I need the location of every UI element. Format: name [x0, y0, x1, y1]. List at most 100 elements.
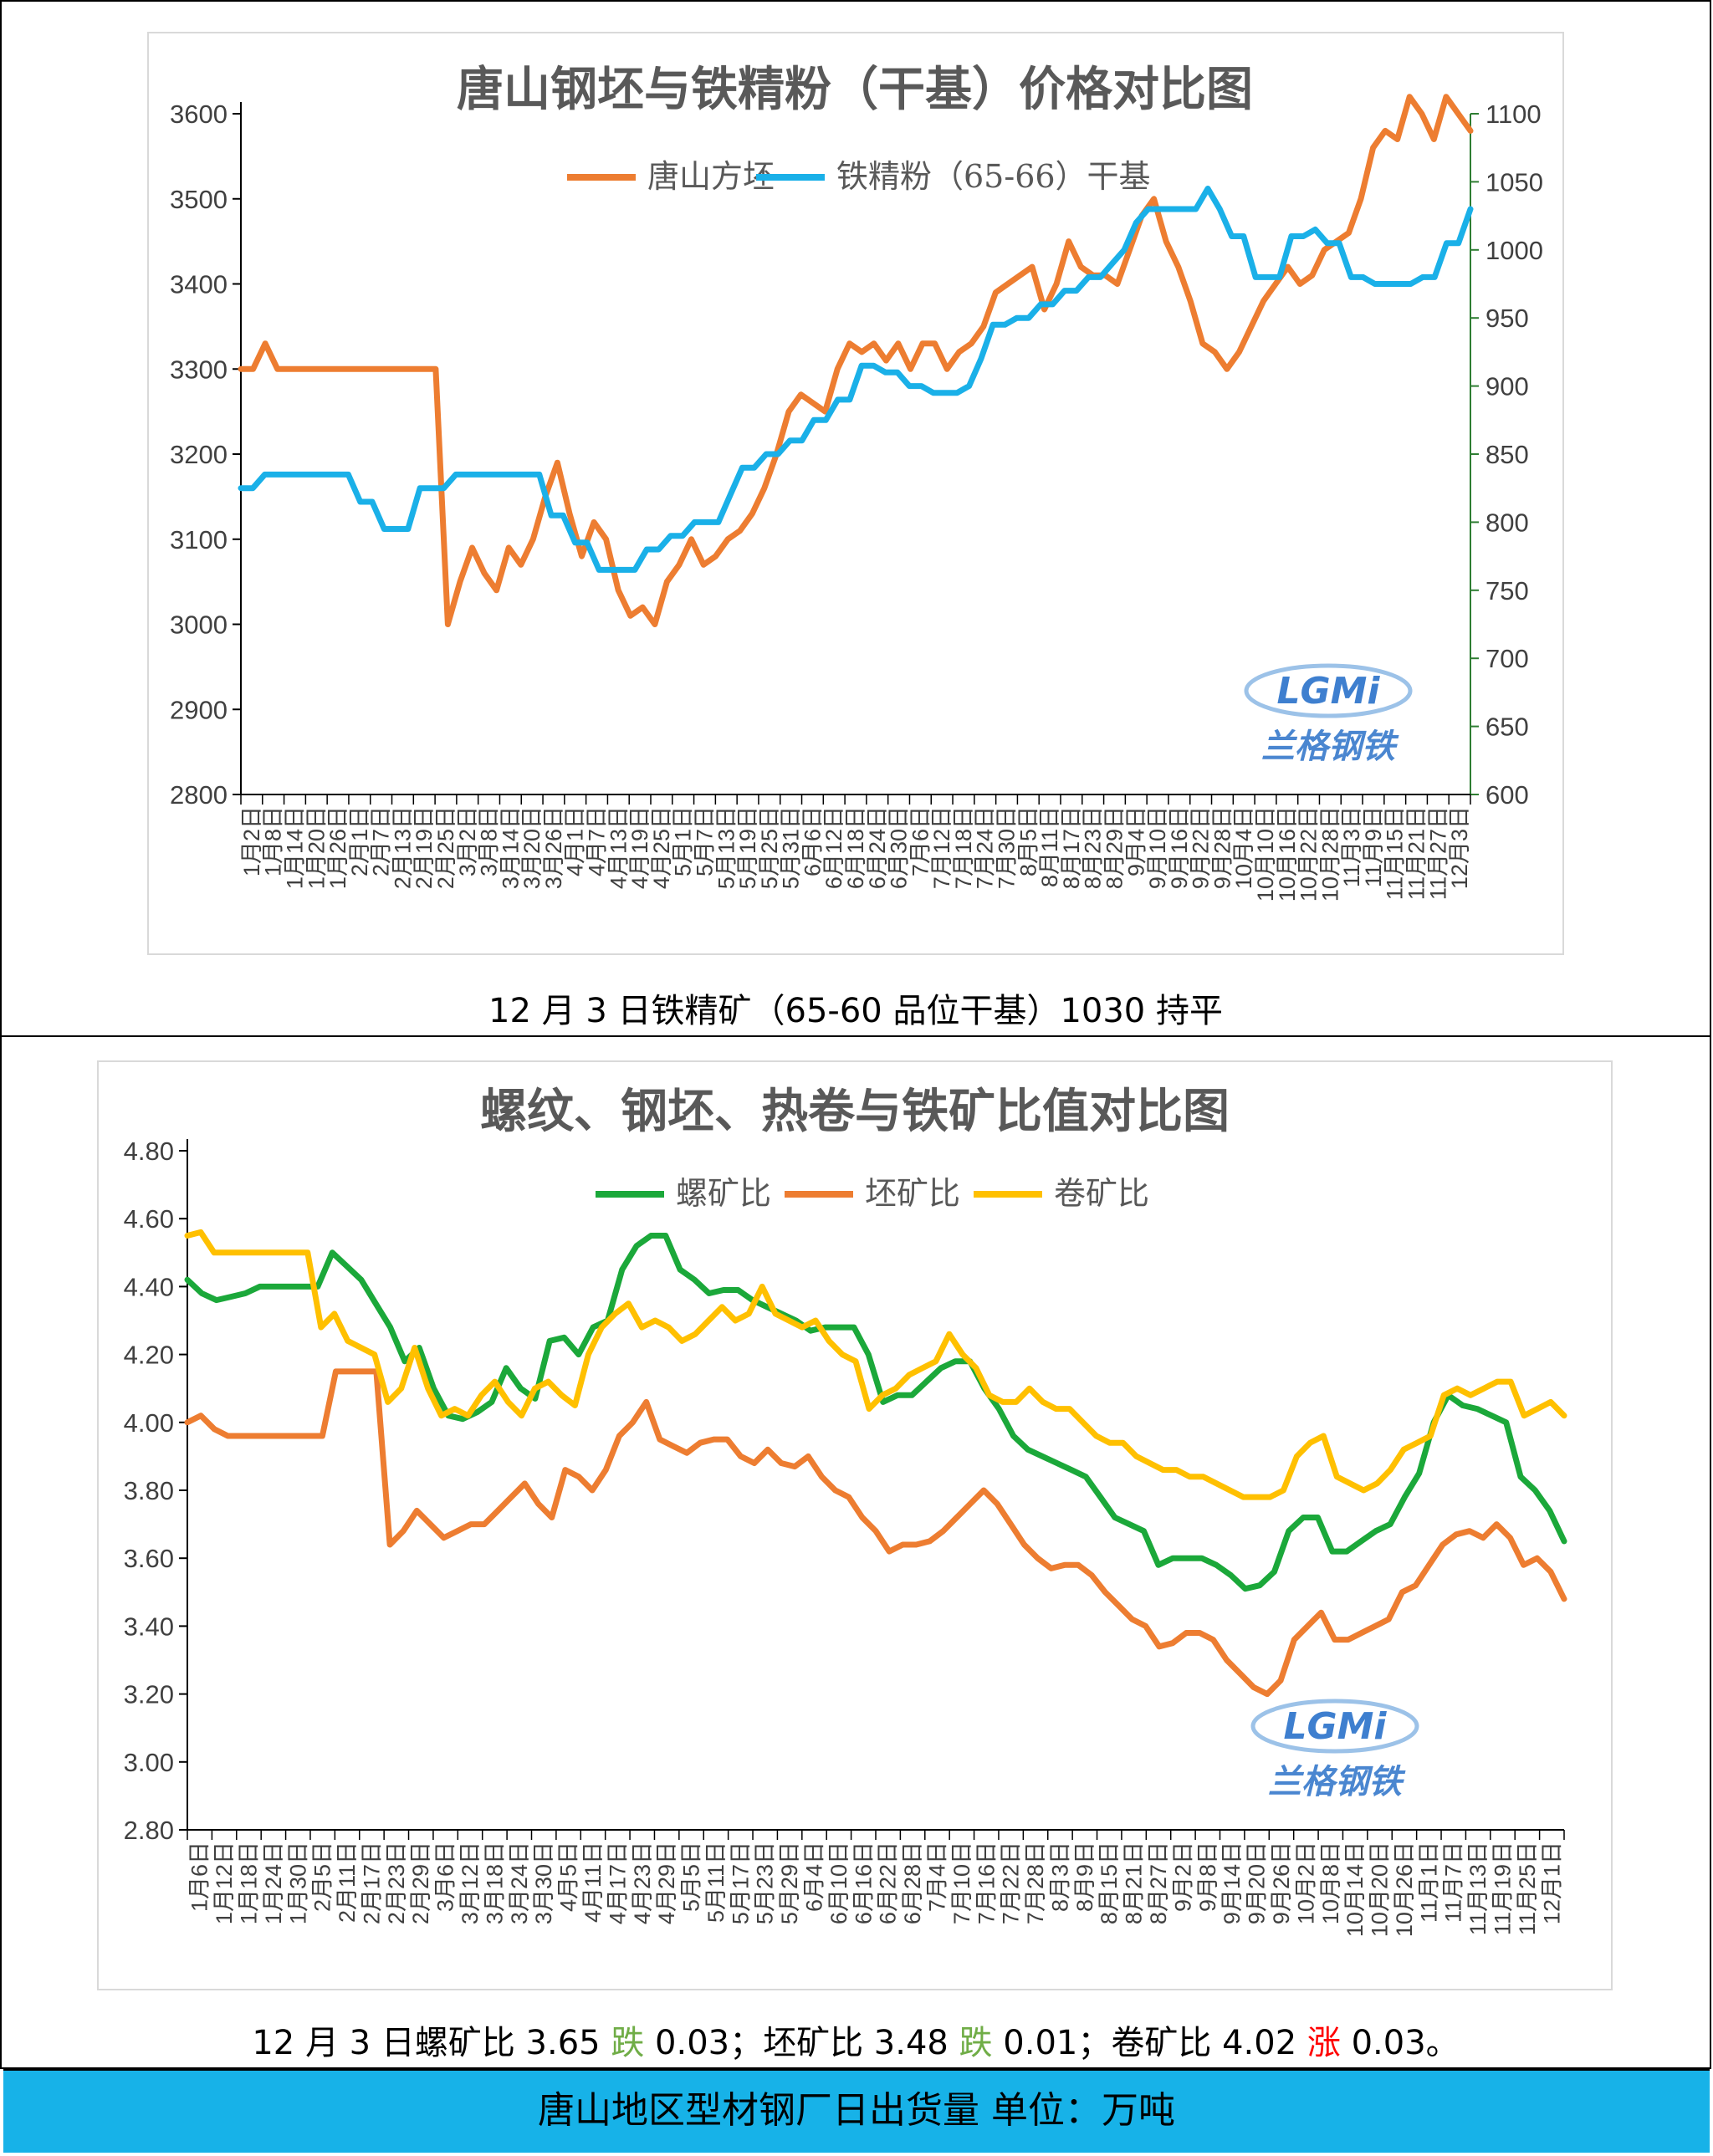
legend-label-1: 螺矿比 — [676, 1175, 771, 1212]
x-axis-tick-label: 3月8日 — [477, 806, 502, 876]
x-axis-tick-label: 1月18日 — [236, 1842, 261, 1924]
ratio-caption-part2: 0.03；坯矿比 3.48 — [644, 2024, 959, 2062]
x-axis-tick-label: 10月14日 — [1342, 1842, 1368, 1937]
x-axis-tick-label: 10月8日 — [1318, 1842, 1343, 1924]
x-axis-tick-label: 10月4日 — [1231, 806, 1256, 889]
x-axis-tick-label: 9月26日 — [1269, 1842, 1294, 1924]
x-axis-tick-label: 9月16日 — [1167, 806, 1192, 889]
footer-banner: 唐山地区型材钢厂日出货量 单位：万吨 — [3, 2069, 1710, 2153]
x-axis-tick-label: 6月16日 — [851, 1842, 876, 1924]
x-axis-tick-label: 11月19日 — [1491, 1842, 1516, 1935]
x-axis-tick-label: 8月17日 — [1059, 806, 1084, 889]
x-axis-tick-label: 5月19日 — [735, 806, 760, 889]
x-axis-tick-label: 2月5日 — [310, 1842, 335, 1912]
x-axis-tick-label: 6月4日 — [802, 1842, 827, 1912]
x-axis-tick-label: 4月5日 — [556, 1842, 581, 1912]
x-axis-tick-label: 5月5日 — [679, 1842, 704, 1912]
x-axis-tick-label: 4月17日 — [605, 1842, 630, 1924]
x-axis-tick-label: 5月1日 — [671, 806, 696, 876]
x-axis-tick-label: 7月16日 — [974, 1842, 999, 1924]
y2-axis-tick-label: 750 — [1485, 576, 1529, 605]
bottom-section-frame — [0, 1035, 1711, 2069]
x-axis-tick-label: 2月25日 — [433, 806, 458, 889]
y-axis-tick-label: 3100 — [170, 525, 228, 554]
x-axis-tick-label: 3月24日 — [507, 1842, 532, 1924]
legend-label-1: 唐山方坯 — [647, 158, 775, 195]
x-axis-tick-label: 8月27日 — [1146, 1842, 1171, 1924]
legend-label-2: 坯矿比 — [865, 1175, 960, 1212]
y2-axis-tick-label: 1050 — [1485, 167, 1543, 197]
x-axis-tick-label: 12月3日 — [1447, 806, 1472, 889]
y-axis-tick-label: 3.20 — [124, 1680, 174, 1709]
y-axis-tick-label: 3600 — [170, 100, 228, 129]
x-axis-tick-label: 3月20日 — [519, 806, 545, 889]
y2-axis-tick-label: 900 — [1485, 372, 1529, 401]
x-axis-tick-label: 11月13日 — [1465, 1842, 1491, 1935]
ratio-comparison-chart: 螺纹、钢坯、热卷与铁矿比值对比图 4.80 4.60 4.40 4.20 4.00 3.80… — [124, 1084, 1567, 1937]
logo-ring — [1244, 663, 1413, 718]
x-axis-tick-label: 11月15日 — [1383, 806, 1408, 900]
x-axis-tick-label: 3月6日 — [433, 1842, 458, 1912]
y2-axis-tick-label: 950 — [1485, 304, 1529, 333]
legend-label-3: 卷矿比 — [1054, 1175, 1149, 1212]
x-axis-tick-label: 4月7日 — [585, 806, 610, 876]
x-axis-tick-label: 9月10日 — [1145, 806, 1170, 889]
logo-name: 兰格钢铁 — [1268, 1763, 1406, 1801]
y-axis-tick-label: 3.40 — [124, 1612, 174, 1641]
y-axis-tick-label: 2.80 — [124, 1816, 174, 1845]
x-axis-tick-label: 11月27日 — [1425, 806, 1450, 900]
x-axis-tick-label: 6月18日 — [843, 806, 868, 889]
x-axis-tick-label: 7月22日 — [999, 1842, 1024, 1924]
x-axis-tick-label: 8月9日 — [1072, 1842, 1097, 1912]
x-axis-tick-label: 9月8日 — [1195, 1842, 1220, 1912]
x-axis-tick-label: 6月28日 — [900, 1842, 925, 1924]
x-axis-tick-label: 6月6日 — [800, 806, 825, 876]
x-axis-tick-label: 5月29日 — [777, 1842, 802, 1924]
x-axis-tick-label: 11月25日 — [1515, 1842, 1540, 1935]
x-axis-tick-label: 7月24日 — [973, 806, 998, 889]
price-comparison-chart: 唐山钢坯与铁精粉（干基）价格对比图 3600 3500 3400 3300 3200 310… — [170, 62, 1543, 902]
y-axis-tick-label: 3.00 — [124, 1748, 174, 1777]
x-axis-tick-label: 1月26日 — [325, 806, 350, 889]
legend-label-2: 铁精粉（65-66）干基 — [836, 158, 1151, 195]
series-line-1 — [238, 94, 1474, 627]
y2-axis-tick-label: 800 — [1485, 508, 1529, 537]
series-line-2 — [238, 186, 1474, 573]
y-axis-tick-label: 2800 — [170, 780, 228, 810]
x-axis-tick-label: 1月30日 — [285, 1842, 310, 1924]
x-axis-tick-label: 3月18日 — [482, 1842, 507, 1924]
x-axis-tick-label: 5月23日 — [753, 1842, 778, 1924]
x-axis-tick-label: 5月17日 — [728, 1842, 753, 1924]
ratio-caption: 12 月 3 日螺矿比 3.65 跌 0.03；坯矿比 3.48 跌 0.01；… — [0, 2022, 1711, 2064]
logo-mark: LGMi — [1276, 670, 1380, 713]
x-axis-tick-label: 7月28日 — [1023, 1842, 1048, 1924]
x-axis-tick-label: 3月2日 — [455, 806, 480, 876]
x-axis-tick-label: 7月6日 — [908, 806, 933, 876]
coil-change-word: 涨 — [1306, 2024, 1341, 2062]
x-axis-tick-label: 8月3日 — [1047, 1842, 1072, 1912]
x-axis-tick-label: 10月22日 — [1296, 806, 1322, 902]
billet-change-word: 跌 — [959, 2024, 993, 2062]
x-axis-tick-label: 8月5日 — [1015, 806, 1041, 876]
x-axis-tick-label: 9月14日 — [1220, 1842, 1245, 1924]
ratio-caption-part4: 0.03。 — [1340, 2024, 1460, 2062]
y-axis-tick-label: 3000 — [170, 611, 228, 640]
x-axis-tick-label: 4月19日 — [627, 806, 652, 889]
x-axis-tick-label: 4月11日 — [580, 1842, 606, 1923]
x-axis-tick-label: 2月7日 — [369, 806, 394, 876]
series-line-2 — [184, 1368, 1567, 1698]
x-axis-tick-label: 8月11日 — [1037, 806, 1062, 887]
x-axis-tick-label: 2月29日 — [408, 1842, 433, 1924]
y2-axis-tick-label: 700 — [1485, 644, 1529, 673]
x-axis-tick-label: 10月20日 — [1368, 1842, 1393, 1937]
y-axis-tick-label: 4.00 — [124, 1408, 174, 1438]
top-section-frame — [0, 0, 1711, 1035]
x-axis-tick-label: 4月25日 — [649, 806, 674, 889]
x-axis-tick-label: 7月30日 — [995, 806, 1020, 889]
y-axis-tick-label: 4.20 — [124, 1341, 174, 1370]
y-axis-tick-label: 3.80 — [124, 1476, 174, 1505]
x-axis-tick-label: 10月26日 — [1392, 1842, 1417, 1937]
x-axis-tick-label: 5月25日 — [757, 806, 782, 889]
x-axis-tick-label: 8月21日 — [1122, 1842, 1147, 1924]
x-axis-tick-label: 2月1日 — [347, 806, 372, 876]
